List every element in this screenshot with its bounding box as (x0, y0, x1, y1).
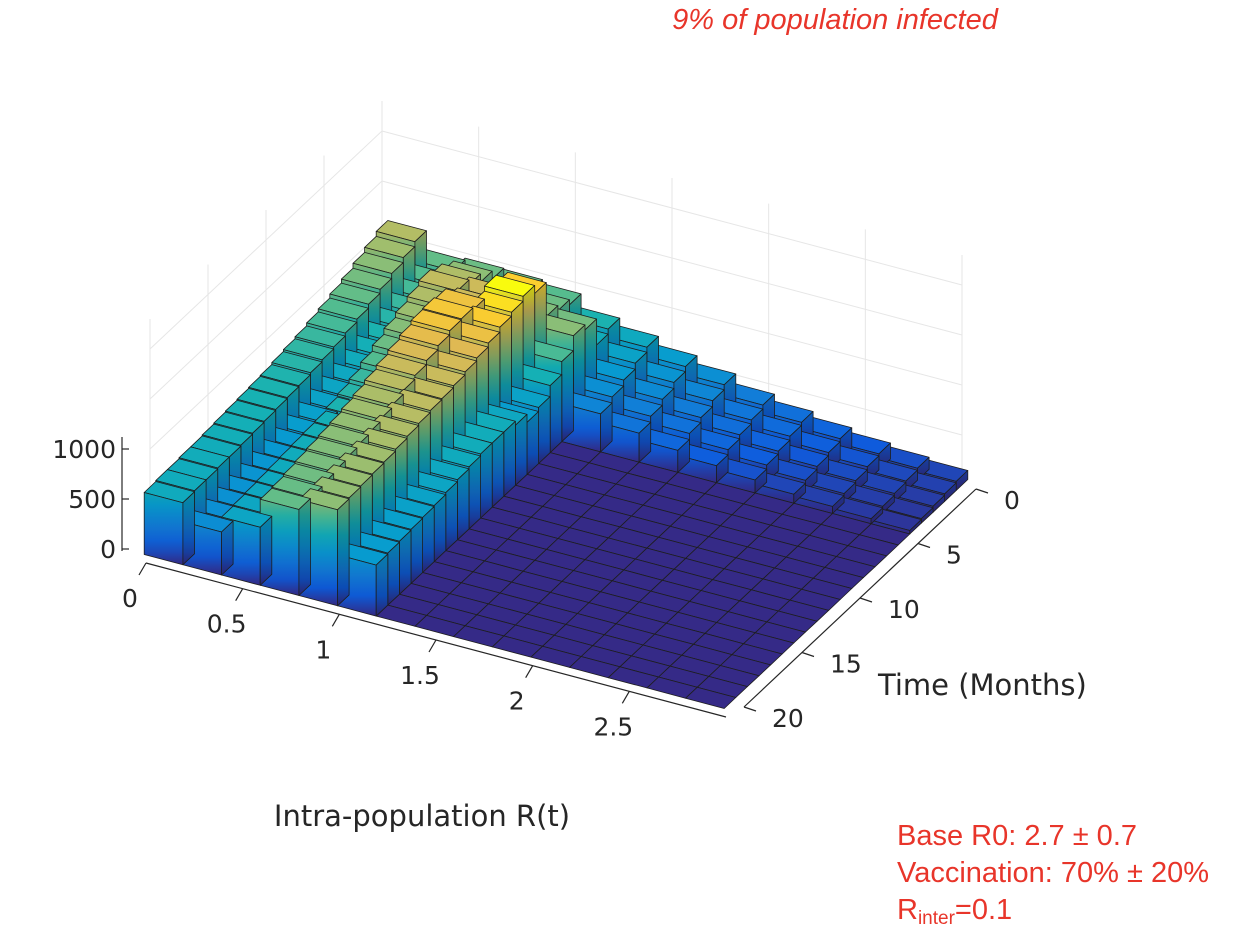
vaccination-label: Vaccination: 70% ± 20% (897, 857, 1210, 889)
y-tick-label-5: 5 (946, 541, 962, 570)
y-axis-title: Time (Months) (877, 668, 1087, 702)
x-tick-mark-2 (525, 665, 534, 678)
y-tick-mark-5 (917, 542, 931, 549)
y-tick-mark-0 (975, 488, 989, 494)
y-tick-label-0: 0 (1004, 486, 1020, 515)
z-tick-label-500: 500 (68, 485, 116, 514)
x-tick-label-2.5: 2.5 (593, 712, 633, 741)
rinter-value: =0.1 (954, 894, 1013, 926)
x-tick-label-2: 2 (509, 687, 525, 716)
z-tick-label-0: 0 (100, 535, 116, 564)
x-tick-mark-1 (331, 614, 340, 627)
parameter-annotations: Base R0: 2.7 ± 0.7 Vaccination: 70% ± 20… (897, 818, 1209, 929)
bar-r2.1-m4 (716, 458, 768, 494)
y-tick-label-20: 20 (772, 704, 804, 733)
bar-r2.7-m4 (832, 497, 884, 525)
x-tick-mark-1.5 (428, 639, 437, 653)
bar-r0.5-m20 (221, 505, 273, 586)
y-tick-mark-10 (859, 597, 873, 603)
x-tick-label-0: 0 (122, 584, 138, 613)
grid-line-left-wall-z1500 (149, 180, 383, 400)
bars (143, 220, 969, 709)
y-tick-mark-20 (743, 706, 757, 712)
x-tick-label-0.5: 0.5 (207, 610, 247, 639)
y-tick-mark-15 (801, 651, 815, 658)
axes: 0 500 1000 0 0.5 1 1.5 2 2.5 Intra-population R(t… (52, 435, 1086, 833)
y-tick-label-15: 15 (830, 650, 862, 679)
rinter-symbol: R (897, 894, 918, 926)
grid-line-left-wall-z2000 (149, 130, 383, 350)
bar-r0.1-m20 (143, 481, 195, 566)
grid-line-back-wall-z2000 (381, 130, 963, 286)
x-tick-mark-0.5 (235, 588, 244, 601)
x-tick-label-1: 1 (315, 635, 331, 664)
grid-line-back-wall-z1000 (381, 230, 963, 386)
grid-line-left-wall-z1000 (149, 230, 383, 450)
infected-annotation: 9% of population infected (672, 4, 998, 36)
z-tick-label-1000: 1000 (52, 435, 116, 464)
x-tick-label-1.5: 1.5 (400, 661, 440, 690)
grid-line-back-wall-z1500 (381, 180, 963, 336)
rinter-label: Rinter=0.1 (897, 892, 1209, 929)
x-tick-mark-2.5 (621, 691, 630, 704)
rinter-subscript: inter (917, 908, 955, 929)
base-r0-label: Base R0: 2.7 ± 0.7 (897, 820, 1138, 852)
x-axis-title: Intra-population R(t) (274, 799, 570, 833)
y-tick-label-10: 10 (888, 595, 920, 624)
x-tick-mark-0 (138, 562, 147, 576)
